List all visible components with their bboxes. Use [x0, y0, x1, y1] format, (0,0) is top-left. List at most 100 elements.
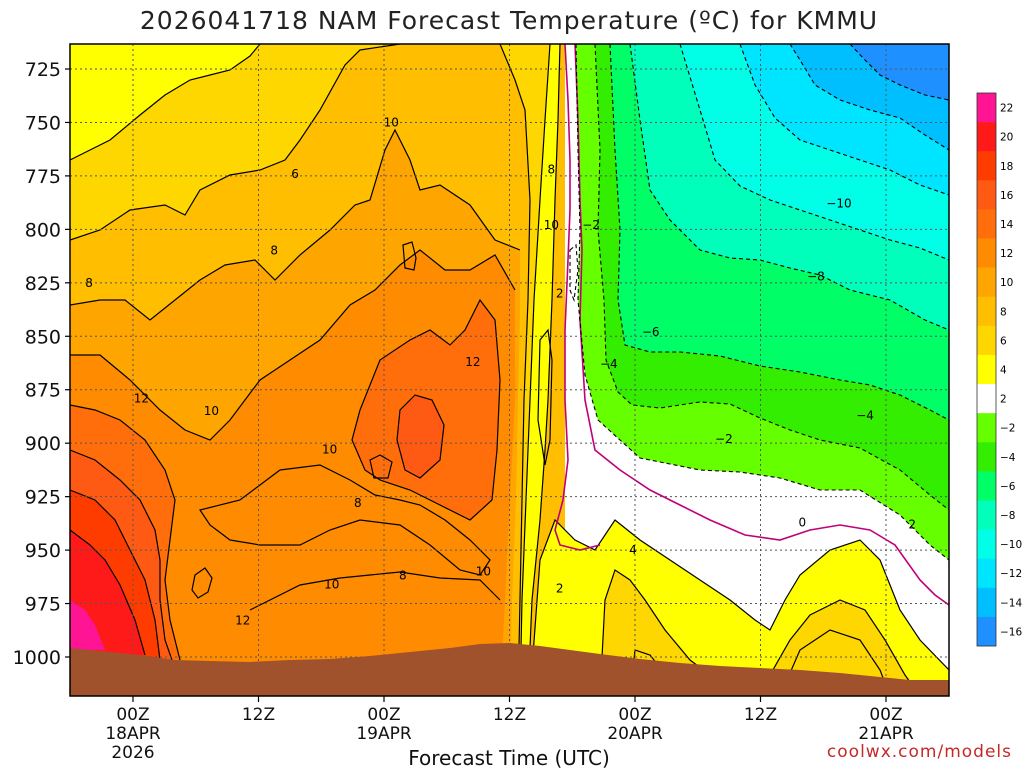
y-tick-label: 775	[25, 166, 61, 188]
contour-label: 6	[291, 167, 299, 181]
x-tick-label: 21APR	[858, 724, 914, 744]
x-tick-label: 19APR	[356, 724, 412, 744]
contour-label: 4	[629, 543, 637, 557]
x-tick-label: 12Z	[493, 705, 526, 725]
chart-title: 2026041718 NAM Forecast Temperature (ºC)…	[140, 6, 878, 35]
colorbar-label: 16	[1000, 190, 1014, 202]
colorbar-label: 14	[1000, 219, 1014, 231]
y-tick-label: 950	[25, 540, 61, 562]
contour-label: 12	[134, 391, 149, 405]
colorbar-label: −16	[1000, 626, 1022, 638]
contour-label: 8	[270, 244, 278, 258]
contour-label: 8	[399, 569, 407, 583]
y-tick-label: 800	[25, 219, 61, 241]
contour-label: 0	[799, 515, 807, 529]
y-tick-label: 975	[25, 594, 61, 616]
contour-label: 10	[544, 218, 559, 232]
colorbar-swatch	[977, 471, 996, 501]
x-tick-label: 12Z	[242, 705, 275, 725]
contour-label: 10	[204, 404, 219, 418]
x-tick-label: 2026	[111, 743, 154, 763]
colorbar-label: 6	[1000, 335, 1007, 347]
contour-label: 8	[85, 276, 93, 290]
contour-label: 12	[465, 355, 480, 369]
colorbar-swatch	[977, 151, 996, 181]
colorbar-label: 10	[1000, 277, 1013, 289]
colorbar-label: −12	[1000, 568, 1022, 580]
colorbar-swatch	[977, 442, 996, 472]
colorbar-label: −8	[1000, 510, 1015, 522]
credit: coolwx.com/models	[827, 742, 1012, 762]
contour-label: 10	[476, 564, 491, 578]
y-tick-label: 825	[25, 273, 61, 295]
contour-label: −8	[807, 269, 825, 283]
colorbar-swatch	[977, 384, 996, 414]
contour-label: 10	[384, 115, 399, 129]
x-tick-label: 00Z	[618, 705, 651, 725]
colorbar-label: −4	[1000, 452, 1016, 464]
x-tick-label: 00Z	[116, 705, 149, 725]
colorbar-swatch	[977, 122, 996, 152]
contour-label: 2	[556, 287, 564, 301]
y-tick-label: 925	[25, 487, 61, 509]
band-blue	[850, 44, 949, 100]
y-tick-label: 875	[25, 380, 61, 402]
x-tick-label: 12Z	[744, 705, 777, 725]
contour-label: 8	[548, 162, 556, 176]
band-hot2	[397, 395, 444, 478]
colorbar-swatch	[977, 558, 996, 589]
colorbar-label: −2	[1000, 423, 1015, 435]
grid	[70, 44, 949, 696]
colorbar-label: −14	[1000, 597, 1022, 609]
colorbar-label: 12	[1000, 248, 1013, 260]
contour-label: −10	[826, 197, 851, 211]
x-tick-label: 20APR	[607, 724, 663, 744]
colorbar-swatch	[977, 93, 996, 123]
plot-area: 10 6 8 10 8 8 12 12 10 10 8 10 8 10 12 2 2 −2 −4 −6 −8 −10 −4 −…	[70, 44, 949, 696]
contour-label: 10	[324, 577, 339, 591]
x-tick-label: 00Z	[367, 705, 400, 725]
colorbar-label: 22	[1000, 103, 1013, 115]
colorbar-swatch	[977, 325, 996, 356]
terrain	[70, 643, 949, 696]
x-axis-title: Forecast Time (UTC)	[408, 746, 610, 768]
band-hot5	[70, 600, 105, 650]
y-axis: 725 750 775 800 825 850 875 900 925 950 975 1000	[13, 59, 70, 669]
colorbar-swatch	[977, 616, 996, 647]
colorbar-label: −6	[1000, 481, 1016, 493]
x-tick-label: 18APR	[105, 724, 161, 744]
colorbar-swatch	[977, 238, 996, 268]
contour-label: 12	[235, 614, 250, 628]
contour-label: −4	[600, 357, 618, 371]
y-tick-label: 900	[25, 433, 61, 455]
colorbar-swatch	[977, 413, 996, 443]
colorbar-swatch	[977, 354, 996, 385]
y-tick-label: 750	[25, 112, 61, 134]
contour-label: 8	[354, 496, 362, 510]
x-tick-label: 00Z	[869, 705, 902, 725]
colorbar-swatch	[977, 296, 996, 327]
contour-label: −4	[856, 408, 874, 422]
y-tick-label: 725	[25, 59, 61, 81]
contours-solid	[70, 44, 949, 696]
colorbar-swatch	[977, 500, 996, 530]
colorbar-label: −10	[1000, 539, 1022, 551]
contours-dashed	[569, 44, 949, 561]
colorbar: 22 20 18 16 14 12 10 8 6 4 2 −2 −4 −6 −8 −10 −12 −14 −16	[976, 92, 1022, 647]
contour-zero	[554, 44, 949, 606]
y-tick-label: 850	[25, 326, 61, 348]
colorbar-swatch	[977, 267, 996, 298]
colorbar-frame	[976, 92, 997, 647]
colorbar-label: 2	[1000, 394, 1007, 406]
contour-labels: 10 6 8 10 8 8 12 12 10 10 8 10 8 10 12 2 2 −2 −4 −6 −8 −10 −4 −…	[85, 115, 916, 627]
colorbar-swatch	[977, 209, 996, 239]
contour-label: 2	[556, 582, 564, 596]
colorbar-label: 20	[1000, 132, 1013, 144]
colorbar-label: 8	[1000, 306, 1007, 318]
colorbar-swatch	[977, 529, 996, 559]
colorbar-swatch	[977, 180, 996, 210]
colorbar-swatch	[977, 587, 996, 618]
contour-label: 10	[322, 443, 337, 457]
